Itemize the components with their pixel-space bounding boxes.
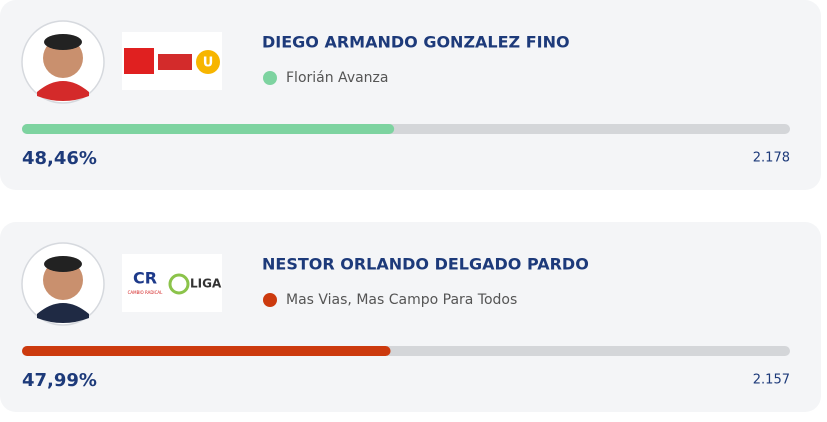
votes-label: 2.178	[753, 151, 790, 166]
candidate-photo-body	[37, 303, 89, 323]
logo-circle	[168, 273, 190, 295]
candidate-card: U DIEGO ARMANDO GONZALEZ FINO Florián Avan…	[0, 0, 821, 190]
party-name: Mas Vias, Mas Campo Para Todos	[286, 292, 517, 308]
logo-circle	[196, 50, 220, 74]
logo-block	[124, 48, 154, 74]
party-dot	[263, 71, 277, 85]
logo-text: U	[203, 56, 214, 71]
candidate-card: CR CAMBIO RADICAL LIGA NESTOR ORLANDO DELGA…	[0, 222, 821, 412]
percent-label: 47,99%	[22, 370, 97, 391]
logo-text: CAMBIO RADICAL	[128, 290, 163, 295]
votes-label: 2.157	[753, 373, 790, 388]
card-background	[0, 222, 821, 412]
candidate-photo-hair	[44, 256, 82, 272]
candidate-name: NESTOR ORLANDO DELGADO PARDO	[262, 255, 589, 274]
bar-fill	[22, 124, 395, 134]
logo-text: CR	[133, 269, 157, 288]
card-background	[0, 0, 821, 190]
candidate-photo-body	[37, 81, 89, 101]
logo-block	[158, 54, 192, 70]
logo-text: LIGA	[190, 277, 222, 291]
party-dot	[263, 293, 277, 307]
bar-fill	[22, 346, 391, 356]
candidate-name: DIEGO ARMANDO GONZALEZ FINO	[262, 33, 570, 52]
percent-label: 48,46%	[22, 148, 97, 169]
candidate-photo-hair	[44, 34, 82, 50]
party-name: Florián Avanza	[286, 70, 388, 86]
